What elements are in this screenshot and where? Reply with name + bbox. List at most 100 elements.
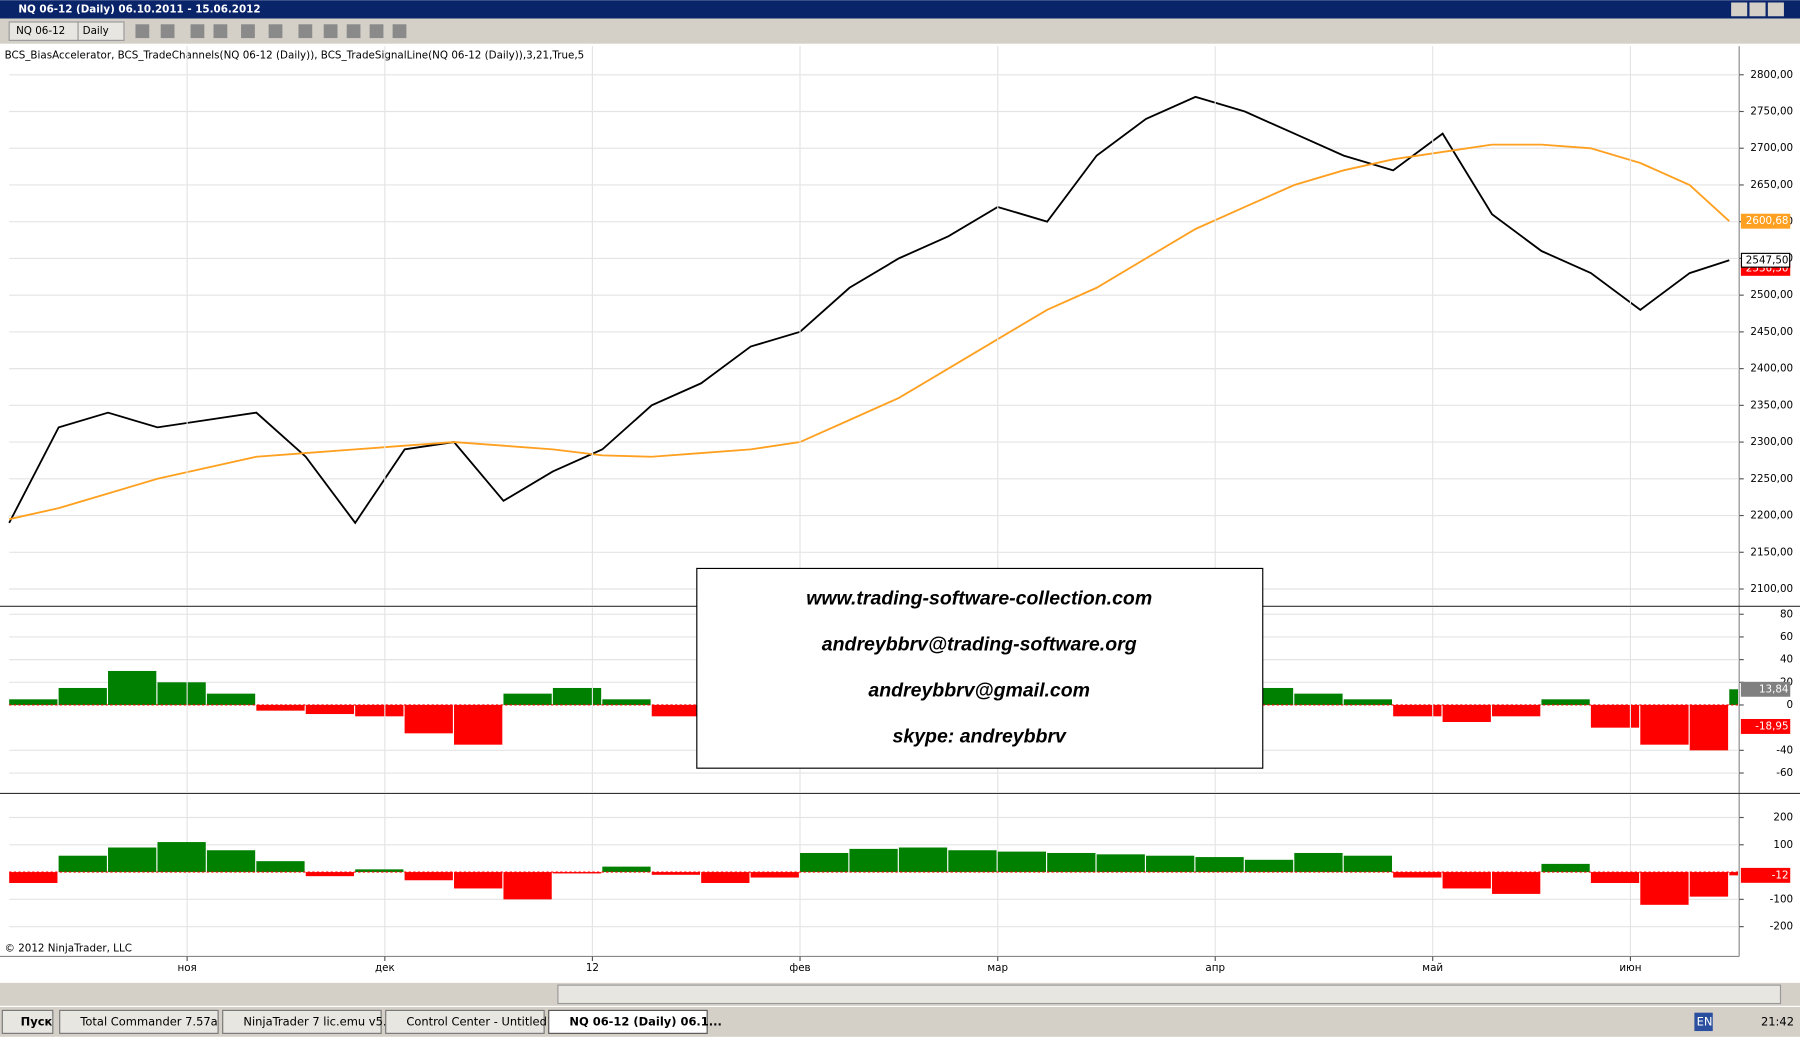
minimize-button[interactable]: [1731, 2, 1748, 17]
y-tick-label: 2450,00: [1750, 326, 1793, 338]
x-tick-label: фев: [789, 962, 810, 974]
histogram-bar: [157, 682, 206, 705]
histogram-bar: [206, 850, 256, 873]
price-marker: [1740, 867, 1791, 883]
histogram-bar: [552, 872, 602, 874]
histogram-bar: [305, 704, 355, 715]
price-line: [8, 143, 1730, 521]
language-indicator[interactable]: [1694, 1012, 1713, 1032]
indicators-button[interactable]: [323, 24, 338, 39]
period-selector[interactable]: [77, 21, 125, 41]
y-tick-label: 2150,00: [1750, 546, 1793, 558]
watermark-line: andreybbrv@trading-software.org: [822, 634, 1137, 656]
histogram-bar: [1244, 859, 1294, 873]
close-button[interactable]: [1767, 2, 1784, 17]
histogram-bar: [1294, 693, 1343, 705]
histogram-bar: [454, 872, 503, 889]
y-tick-label: 200: [1773, 812, 1793, 824]
y-tick-label: 2200,00: [1750, 510, 1793, 522]
scroll-thumb[interactable]: [557, 984, 1782, 1005]
histogram-bar: [1343, 699, 1393, 705]
task-button[interactable]: [385, 1009, 545, 1034]
maximize-button[interactable]: [1749, 2, 1766, 17]
histogram-bar: [1640, 704, 1689, 745]
y-tick-label: -200: [1770, 921, 1793, 933]
zoom-out-button[interactable]: [213, 24, 228, 39]
data-box-button[interactable]: [268, 24, 283, 39]
histogram-bar: [1294, 852, 1343, 873]
histogram-bar: [1442, 872, 1491, 889]
histogram-bar: [602, 866, 651, 873]
histogram-bar: [108, 670, 157, 705]
copyright: © 2012 NinjaTrader, LLC: [5, 942, 132, 954]
histogram-bar: [256, 861, 305, 873]
histogram-bar: [1492, 872, 1541, 894]
histogram-bar: [1146, 855, 1195, 873]
histogram-bar: [157, 842, 206, 873]
price-marker-label: 2600,68: [1746, 215, 1789, 227]
toolbar-icons: [135, 24, 407, 39]
print-button[interactable]: [392, 24, 407, 39]
histogram-bar: [849, 848, 898, 873]
task-button[interactable]: [59, 1009, 219, 1034]
histogram-bar: [1541, 699, 1590, 705]
histogram-bar: [948, 850, 997, 873]
y-tick-label: -100: [1770, 893, 1793, 905]
x-tick-label: мар: [987, 962, 1008, 974]
y-tick-label: 0: [1787, 699, 1794, 711]
histogram-bar: [701, 872, 750, 883]
histogram-bar: [898, 847, 948, 873]
instrument: NQ 06-12: [16, 25, 65, 37]
y-tick-label: 2300,00: [1750, 436, 1793, 448]
task-button-active[interactable]: [548, 1009, 708, 1034]
y-tick-label: 2750,00: [1750, 105, 1793, 117]
y-tick-label: 60: [1780, 631, 1793, 643]
histogram-bar: [1541, 863, 1590, 873]
price-line: [8, 95, 1730, 525]
y-tick-label: 40: [1780, 654, 1793, 666]
zoom-button[interactable]: [190, 24, 205, 39]
bar-style-button[interactable]: [135, 24, 150, 39]
task-label: Control Center - Untitled1: [406, 1014, 554, 1028]
price-marker-label: -18,95: [1755, 720, 1788, 732]
histogram-bar: [1492, 704, 1541, 717]
price-marker: [1740, 719, 1791, 734]
y-tick-label: 2400,00: [1750, 363, 1793, 375]
properties-button[interactable]: [298, 24, 313, 39]
period: Daily: [83, 25, 109, 37]
y-tick-label: -60: [1776, 767, 1793, 779]
template-button[interactable]: [369, 24, 384, 39]
histogram-bar: [9, 872, 58, 883]
histogram-bar: [256, 704, 305, 711]
chart-area: [0, 43, 1800, 983]
strategies-button[interactable]: [346, 24, 361, 39]
y-tick-label: 2500,00: [1750, 289, 1793, 301]
task-label: Total Commander 7.57a ...: [79, 1014, 232, 1028]
histogram-bar: [1590, 704, 1640, 728]
y-tick-label: 80: [1780, 608, 1793, 620]
y-tick-label: 100: [1773, 839, 1793, 851]
cursor-button[interactable]: [241, 24, 255, 39]
histogram-bar: [503, 693, 552, 705]
indicator-list: BCS_BiasAccelerator, BCS_TradeChannels(N…: [5, 49, 585, 61]
start-button[interactable]: [1, 1009, 54, 1034]
task-button[interactable]: [222, 1009, 382, 1034]
price-marker-label: 13,84: [1759, 683, 1789, 695]
histogram-bar: [1343, 855, 1393, 873]
histogram-bar: [651, 872, 701, 875]
price-marker: [1740, 252, 1791, 268]
start-label: Пуск: [21, 1014, 53, 1028]
histogram-bar: [503, 872, 552, 900]
histogram-bar: [404, 872, 453, 881]
watermark-box: [696, 567, 1264, 769]
histogram-bar: [1689, 704, 1729, 751]
histogram-bar: [454, 704, 503, 745]
histogram-bar: [1590, 872, 1640, 883]
price-marker: [1740, 213, 1791, 229]
clock: 21:42: [1761, 1014, 1794, 1028]
y-tick-label: 2100,00: [1750, 583, 1793, 595]
drawing-button[interactable]: [160, 24, 175, 39]
histogram-bar: [1195, 857, 1244, 873]
histogram-bar: [1096, 854, 1145, 873]
